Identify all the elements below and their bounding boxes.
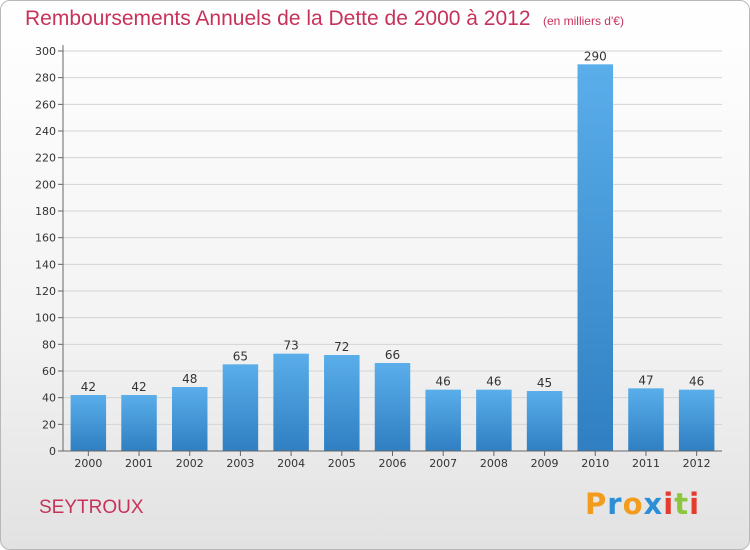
- bar-value-label: 46: [436, 375, 451, 389]
- chart-title: Remboursements Annuels de la Dette de 20…: [25, 7, 725, 37]
- bar-value-label: 73: [283, 339, 298, 353]
- y-tick-label: 180: [35, 205, 56, 218]
- logo-letter: x: [643, 487, 664, 521]
- bar-2010: [577, 64, 614, 452]
- y-tick-label: 200: [35, 178, 56, 191]
- bar-2005: [324, 355, 360, 451]
- y-tick-label: 280: [35, 72, 56, 85]
- bars: [70, 64, 715, 452]
- y-tick-label: 140: [35, 258, 56, 271]
- y-tick-label: 120: [35, 285, 56, 298]
- logo-letter: i: [663, 487, 675, 521]
- logo-letter: P: [585, 487, 608, 521]
- logo-letter: i: [689, 487, 701, 521]
- x-tick-label: 2011: [632, 457, 660, 470]
- bar-2011: [628, 388, 664, 451]
- x-tick-label: 2004: [277, 457, 305, 470]
- x-tick-label: 2010: [581, 457, 609, 470]
- x-tick-label: 2003: [226, 457, 254, 470]
- bar-value-label: 42: [81, 380, 96, 394]
- y-tick-label: 160: [35, 232, 56, 245]
- y-tick-label: 20: [42, 418, 56, 431]
- y-tick-label: 80: [42, 338, 56, 351]
- bar-value-label: 47: [638, 373, 653, 387]
- x-tick-label: 2005: [328, 457, 356, 470]
- logo-letter: o: [622, 487, 644, 521]
- bar-2009: [526, 391, 563, 451]
- x-tick-label: 2007: [429, 457, 457, 470]
- bar-2012: [678, 389, 715, 451]
- x-tick-label: 2001: [125, 457, 153, 470]
- logo-letter: t: [674, 487, 690, 521]
- bar-2007: [425, 389, 461, 451]
- bar-value-label: 65: [233, 349, 248, 363]
- bar-2004: [273, 353, 309, 451]
- bar-value-label: 45: [537, 376, 552, 390]
- proxiti-logo: Proxiti: [585, 487, 700, 521]
- x-tick-label: 2000: [74, 457, 102, 470]
- logo-letter: r: [607, 487, 623, 521]
- bar-2001: [121, 395, 157, 451]
- bar-2003: [222, 364, 259, 451]
- x-tick-label: 2012: [683, 457, 711, 470]
- y-tick-label: 0: [49, 445, 56, 458]
- x-tick-label: 2009: [531, 457, 559, 470]
- y-tick-label: 60: [42, 365, 56, 378]
- y-tick-label: 240: [35, 125, 56, 138]
- y-tick-label: 100: [35, 312, 56, 325]
- bar-value-label: 290: [584, 49, 607, 63]
- bar-value-label: 46: [689, 375, 704, 389]
- bar-2002: [171, 387, 208, 451]
- bar-value-label: 48: [182, 372, 197, 386]
- labels: 0 20 40 60 80 100 120 140 160 180 200 220 240 260 280 3…: [35, 45, 711, 470]
- bar-value-label: 72: [334, 340, 349, 354]
- y-tick-label: 300: [35, 45, 56, 58]
- bar-value-label: 46: [486, 375, 501, 389]
- bar-2008: [476, 389, 512, 451]
- bar-value-label: 66: [385, 348, 400, 362]
- x-tick-label: 2006: [379, 457, 407, 470]
- chart-title-unit: (en milliers d'€): [542, 14, 624, 28]
- x-tick-label: 2002: [176, 457, 204, 470]
- x-tick-label: 2008: [480, 457, 508, 470]
- bar-2006: [374, 363, 411, 451]
- commune-name: SEYTROUX: [39, 497, 144, 518]
- y-tick-label: 260: [35, 98, 56, 111]
- y-tick-label: 220: [35, 152, 56, 165]
- axes: [58, 45, 722, 456]
- bar-2000: [70, 395, 107, 451]
- bar-value-label: 42: [131, 380, 146, 394]
- y-tick-label: 40: [42, 392, 56, 405]
- chart-title-main: Remboursements Annuels de la Dette de 20…: [25, 7, 531, 30]
